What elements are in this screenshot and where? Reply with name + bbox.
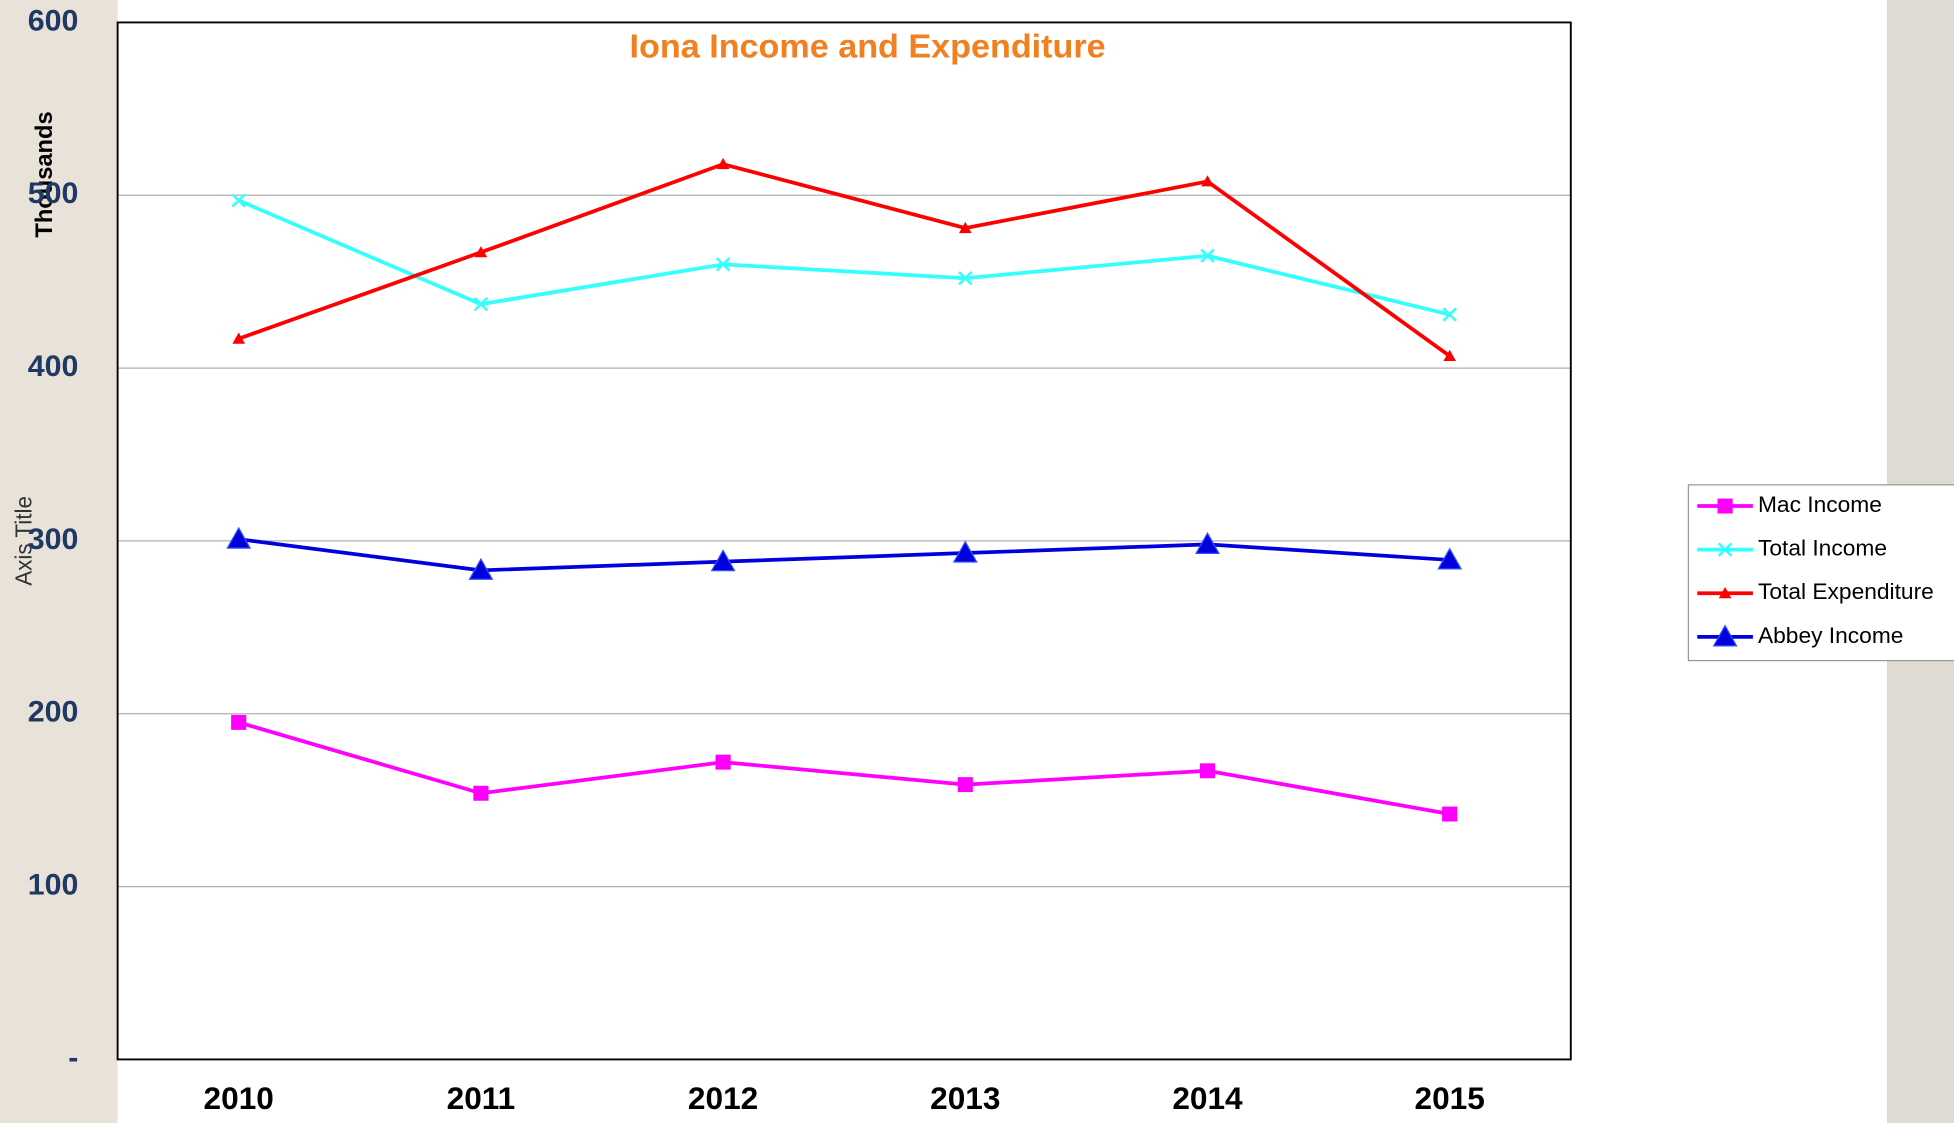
marker (1195, 531, 1220, 554)
y-tick-label: 500 (28, 177, 79, 210)
y-tick-label: 200 (28, 696, 79, 729)
units-label: Thousands (31, 111, 58, 237)
plot-border (116, 21, 1572, 1061)
marker (958, 271, 973, 286)
legend-label: Mac Income (1758, 492, 1882, 517)
marker (231, 714, 247, 730)
marker (715, 754, 731, 770)
marker (1443, 349, 1457, 361)
marker (1442, 307, 1457, 322)
marker (231, 193, 246, 208)
legend-label: Total Expenditure (1758, 579, 1934, 604)
y-tick-label: 400 (28, 350, 79, 383)
x-tick-label: 2010 (204, 1081, 274, 1116)
marker (473, 785, 489, 801)
legend-box (1687, 484, 1954, 662)
y-tick-label: 100 (28, 869, 79, 902)
marker (716, 157, 730, 170)
y-tick-label: - (68, 1042, 78, 1075)
y-tick-label: 300 (28, 523, 79, 556)
x-tick-label: 2013 (930, 1081, 1000, 1116)
marker (1201, 175, 1214, 187)
marker (958, 221, 972, 234)
x-tick-label: 2014 (1172, 1081, 1243, 1116)
marker (1437, 547, 1463, 570)
series-line (238, 537, 1450, 573)
series-line (238, 162, 1451, 358)
left-strip (0, 0, 118, 1123)
legend-marker (1717, 498, 1733, 514)
marker (957, 777, 973, 793)
series-line (237, 198, 1451, 317)
legend-marker (1712, 624, 1738, 647)
x-tick-label: 2015 (1415, 1081, 1485, 1116)
legend-marker (1717, 542, 1733, 557)
marker (1200, 248, 1215, 263)
marker (473, 297, 489, 312)
x-tick-label: 2011 (447, 1081, 516, 1116)
y-tick-label: 600 (28, 5, 79, 38)
marker (474, 246, 488, 258)
marker (710, 549, 736, 572)
marker (226, 526, 252, 549)
y-axis-title: Axis Title (11, 496, 36, 586)
series-line (238, 720, 1451, 816)
x-tick-label: 2012 (688, 1081, 758, 1116)
marker (952, 540, 978, 563)
legend-label: Abbey Income (1758, 623, 1903, 648)
marker (715, 257, 731, 272)
legend-marker (1718, 587, 1732, 599)
marker (468, 557, 494, 580)
marker (232, 332, 246, 344)
marker (1442, 806, 1458, 822)
chart-title: Iona Income and Expenditure (630, 28, 1106, 66)
legend-label: Total Income (1758, 536, 1887, 561)
marker (1199, 763, 1216, 779)
